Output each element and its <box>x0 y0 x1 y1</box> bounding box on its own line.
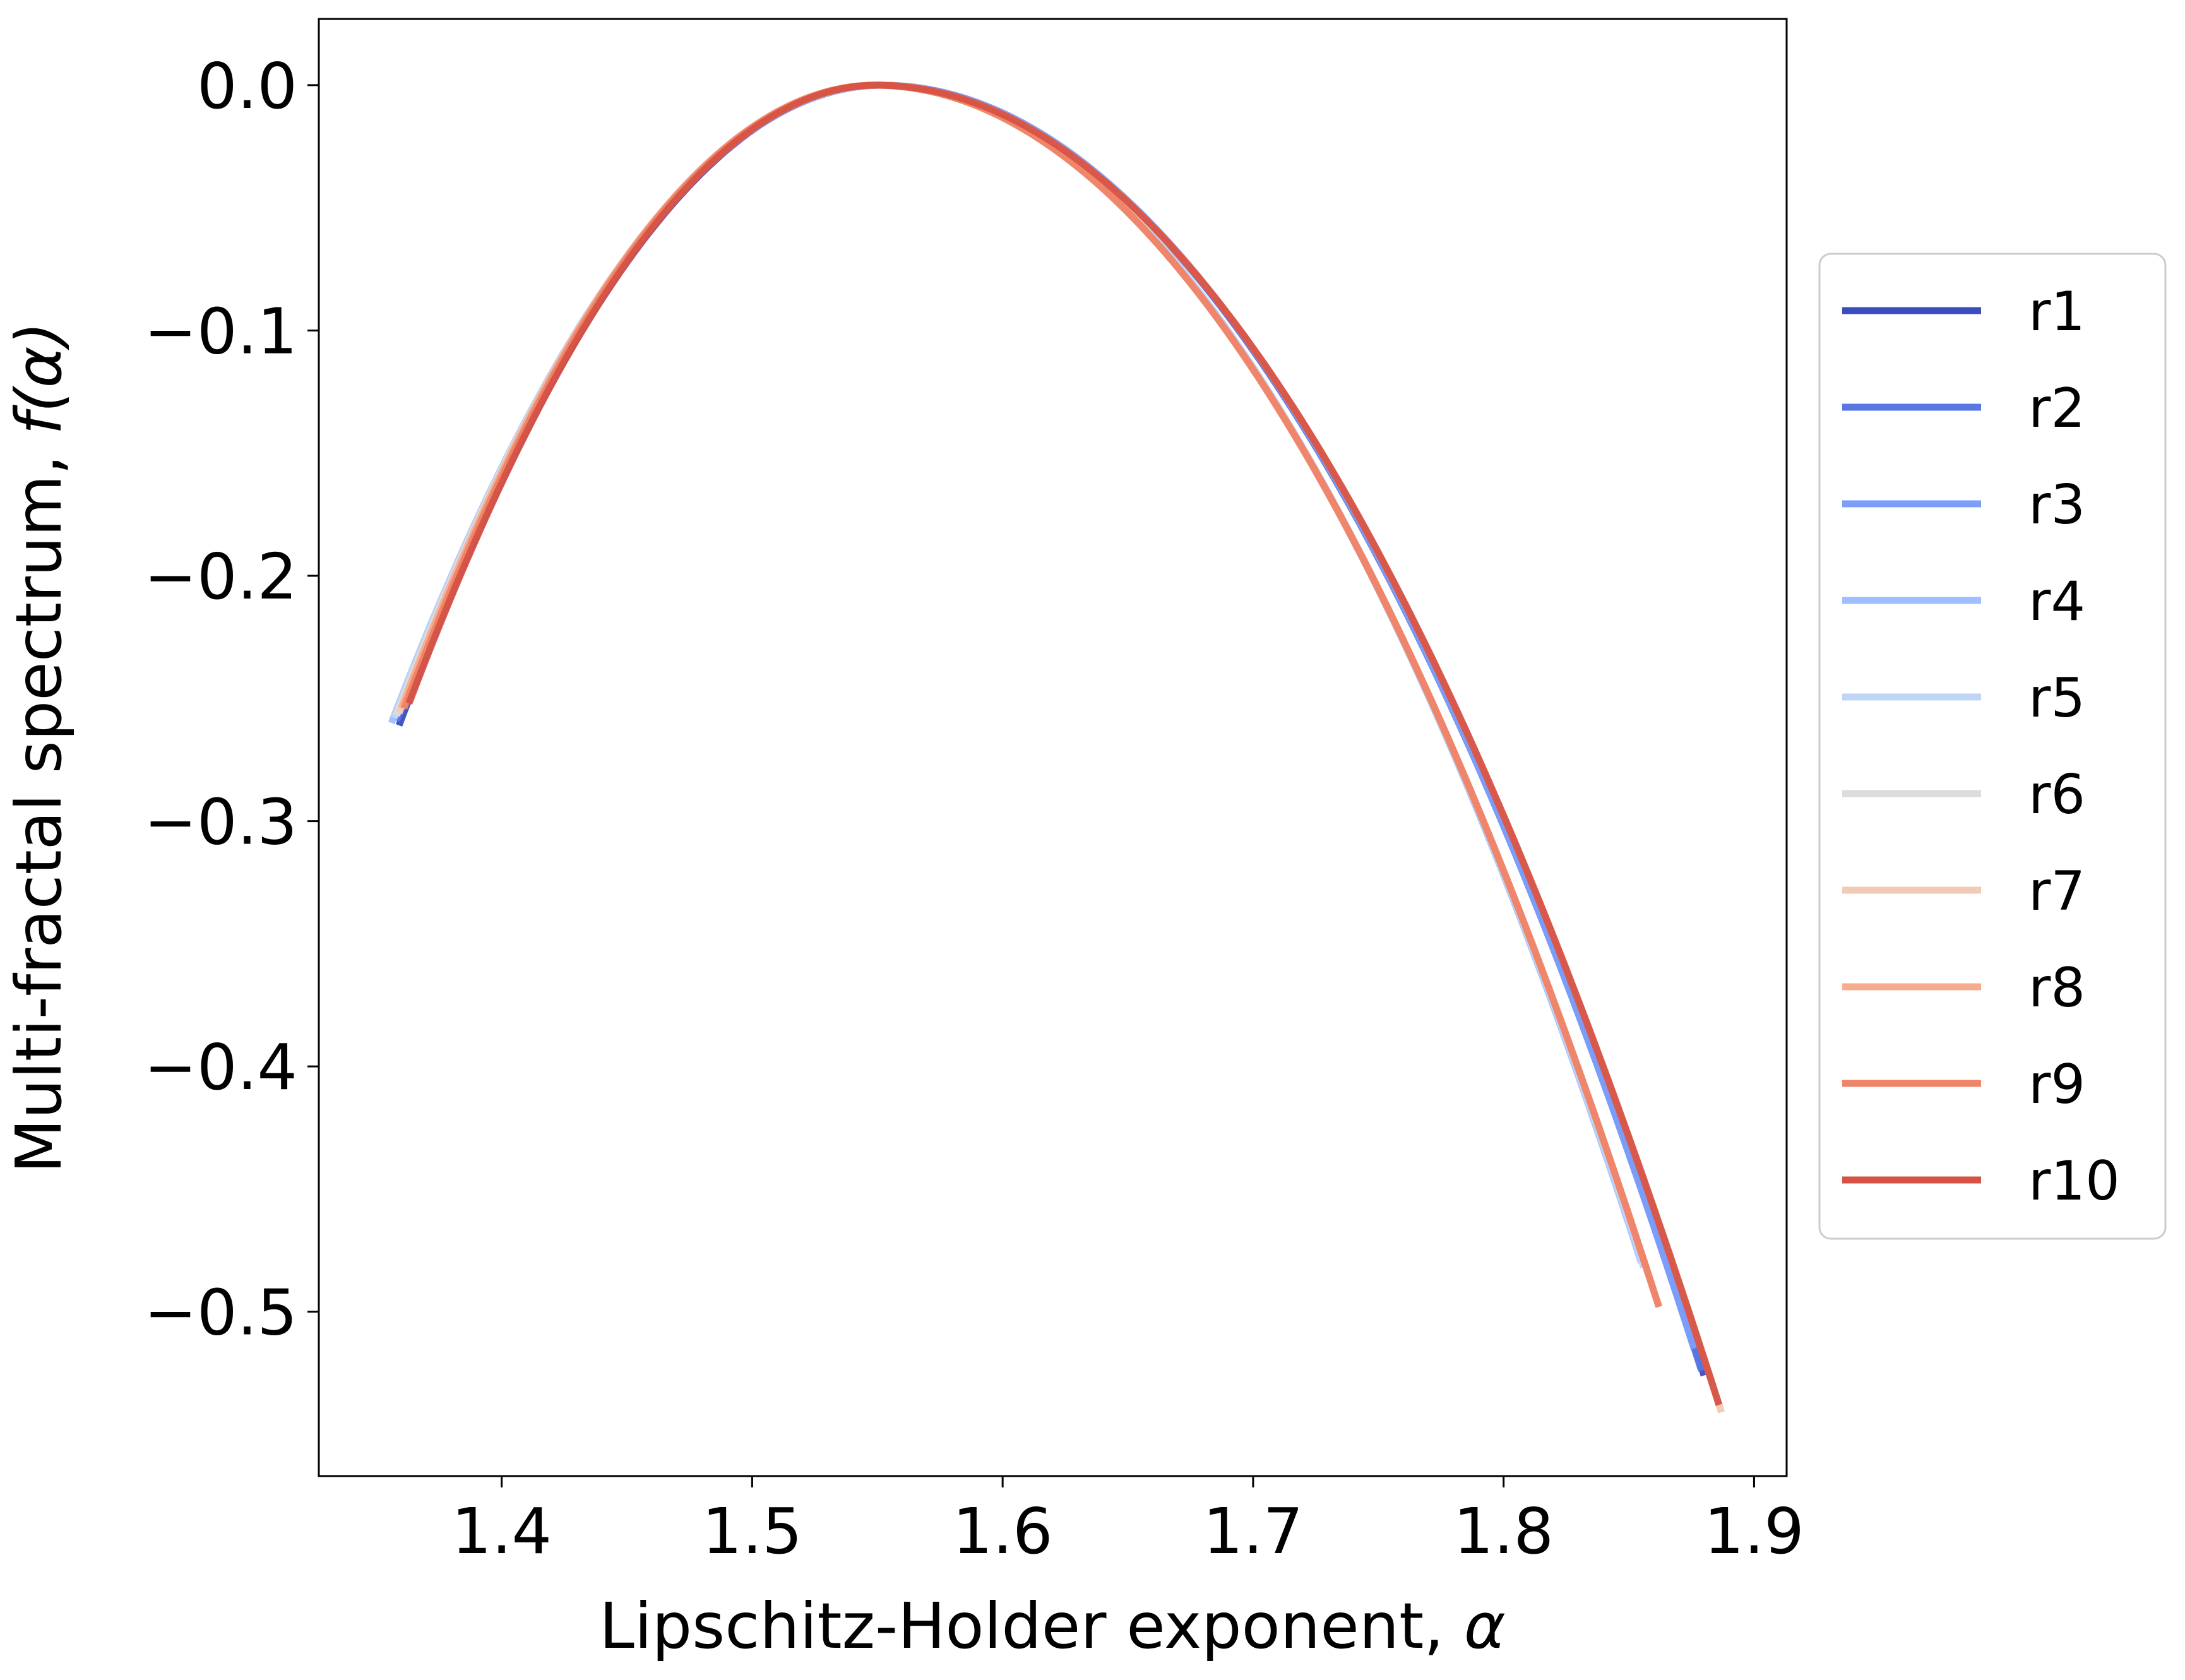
x-axis-ticks: 1.4 1.5 1.6 1.7 1.8 1.9 <box>451 1476 1804 1568</box>
legend-label-r5: r5 <box>2028 667 2085 730</box>
legend-label-r6: r6 <box>2028 763 2085 826</box>
legend-label-r9: r9 <box>2028 1053 2085 1116</box>
y-tick-label: 0.0 <box>197 49 297 123</box>
legend-frame <box>1818 253 2167 1240</box>
y-tick-label: −0.1 <box>144 294 297 368</box>
x-tick-label: 1.7 <box>1203 1494 1303 1568</box>
legend-items: r1 r2 r3 r4 r5 r6 r7 r8 r9 r10 <box>1842 280 2120 1213</box>
y-tick-label: −0.2 <box>144 540 297 614</box>
legend-label-r10: r10 <box>2028 1150 2120 1213</box>
plot-frame <box>318 18 1788 1477</box>
series-layer <box>388 81 1725 1414</box>
x-tick-label: 1.8 <box>1453 1494 1554 1568</box>
legend-label-r4: r4 <box>2028 570 2085 633</box>
x-tick-label: 1.5 <box>702 1494 802 1568</box>
legend-label-r7: r7 <box>2028 860 2085 923</box>
legend-label-r8: r8 <box>2028 956 2085 1020</box>
series-line-r10 <box>405 81 1723 1406</box>
y-tick-label: −0.3 <box>144 785 297 859</box>
y-tick-label: −0.5 <box>144 1276 297 1350</box>
x-axis-label: Lipschitz-Holder exponent, α <box>599 1589 1506 1663</box>
y-tick-label: −0.4 <box>144 1030 297 1104</box>
x-tick-label: 1.6 <box>953 1494 1053 1568</box>
y-axis-label: Multi-fractal spectrum, f(α) <box>2 321 76 1173</box>
legend-label-r3: r3 <box>2028 474 2085 537</box>
y-axis-ticks: 0.0 −0.1 −0.2 −0.3 −0.4 −0.5 <box>144 49 319 1350</box>
x-tick-label: 1.9 <box>1704 1494 1804 1568</box>
legend: r1 r2 r3 r4 r5 r6 r7 r8 r9 r10 <box>1818 253 2167 1240</box>
legend-label-r2: r2 <box>2028 377 2085 440</box>
x-tick-label: 1.4 <box>451 1494 552 1568</box>
legend-label-r1: r1 <box>2028 280 2085 343</box>
